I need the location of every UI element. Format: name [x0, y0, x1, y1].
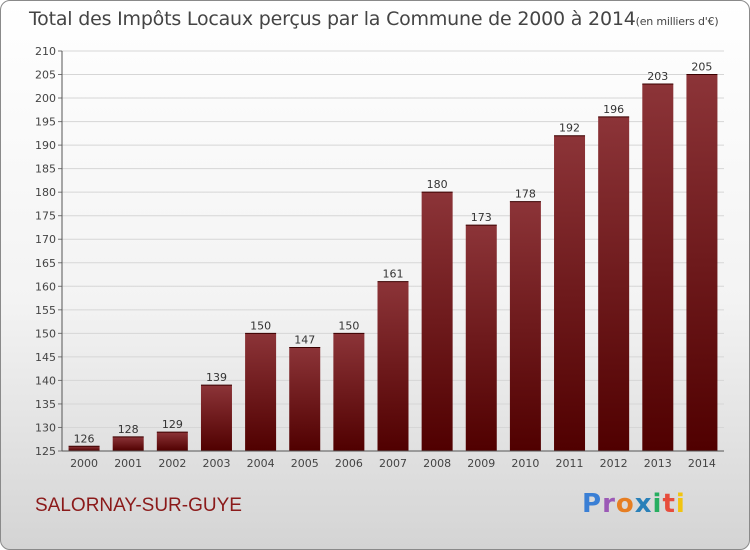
data-label: 147	[294, 333, 315, 346]
logo-letter: i	[675, 489, 686, 519]
data-label: 150	[338, 319, 359, 332]
y-tick-label: 205	[35, 69, 56, 82]
bar	[421, 192, 453, 452]
data-label: 205	[691, 61, 712, 74]
y-tick-label: 200	[35, 92, 56, 105]
y-tick-label: 185	[35, 163, 56, 176]
y-tick-label: 170	[35, 233, 56, 246]
bar	[289, 347, 321, 451]
x-tick-label: 2005	[291, 457, 319, 470]
x-tick-label: 2007	[379, 457, 407, 470]
logo-letter: i	[652, 489, 663, 519]
x-axis: 2000 2001 2002 2003 2004 2005 2006 2007 2008 2009…	[62, 450, 724, 470]
x-tick-label: 2001	[114, 457, 142, 470]
bar	[156, 432, 188, 451]
y-tick-label: 150	[35, 327, 56, 340]
x-tick-label: 2004	[247, 457, 275, 470]
y-tick-label: 145	[35, 351, 56, 364]
y-tick-label: 195	[35, 116, 56, 129]
x-tick-label: 2006	[335, 457, 363, 470]
logo-letter: o	[615, 489, 635, 519]
x-tick-label: 2012	[600, 457, 628, 470]
chart-title: Total des Impôts Locaux perçus par la Co…	[29, 8, 719, 30]
data-label: 192	[559, 122, 580, 135]
bar	[554, 135, 586, 452]
y-tick-label: 160	[35, 280, 56, 293]
y-tick-label: 135	[35, 398, 56, 411]
bar	[377, 281, 409, 451]
data-label: 129	[162, 418, 183, 431]
x-tick-label: 2002	[158, 457, 186, 470]
data-label: 178	[515, 188, 536, 201]
bar	[686, 74, 718, 451]
logo-letter: r	[602, 489, 616, 519]
chart-title-main: Total des Impôts Locaux perçus par la Co…	[29, 8, 636, 30]
y-tick-label: 175	[35, 210, 56, 223]
bar	[68, 446, 100, 451]
x-tick-label: 2000	[70, 457, 98, 470]
x-tick-label: 2014	[688, 457, 716, 470]
y-axis: 125 130 135 140 145 150 155 160 165 170 175 180 185 1…	[35, 45, 63, 458]
data-label: 150	[250, 319, 271, 332]
data-label: 161	[383, 268, 404, 281]
y-tick-label: 130	[35, 421, 56, 434]
proxiti-logo: Proxiti	[582, 489, 686, 519]
bar	[245, 333, 277, 451]
chart-title-unit: (en milliers d'€)	[635, 15, 719, 28]
x-tick-label: 2013	[644, 457, 672, 470]
logo-letter: x	[634, 489, 653, 519]
y-tick-label: 165	[35, 257, 56, 270]
bars: 126 128 129 139 150 147 150 161 180 173 178 192 196 2…	[68, 61, 718, 452]
logo-letter: t	[662, 489, 676, 519]
y-tick-label: 140	[35, 374, 56, 387]
bar	[509, 201, 541, 451]
bar	[112, 436, 144, 451]
data-label: 126	[74, 432, 95, 445]
x-tick-label: 2011	[556, 457, 584, 470]
data-label: 128	[118, 423, 139, 436]
commune-name: SALORNAY-SUR-GUYE	[35, 495, 242, 516]
logo-letter: P	[582, 489, 603, 519]
data-label: 173	[471, 211, 492, 224]
data-label: 180	[427, 178, 448, 191]
x-tick-label: 2008	[423, 457, 451, 470]
bar	[598, 116, 630, 451]
y-tick-label: 190	[35, 139, 56, 152]
bar	[200, 385, 232, 451]
y-tick-label: 155	[35, 304, 56, 317]
data-label: 139	[206, 371, 227, 384]
data-label: 203	[647, 70, 668, 83]
x-tick-label: 2009	[467, 457, 495, 470]
x-tick-label: 2003	[202, 457, 230, 470]
x-tick-label: 2010	[511, 457, 539, 470]
bar	[465, 225, 497, 451]
data-label: 196	[603, 103, 624, 116]
bar	[333, 333, 365, 451]
y-tick-label: 210	[35, 45, 56, 58]
y-tick-label: 125	[35, 445, 56, 458]
y-tick-label: 180	[35, 186, 56, 199]
bar	[642, 83, 674, 452]
